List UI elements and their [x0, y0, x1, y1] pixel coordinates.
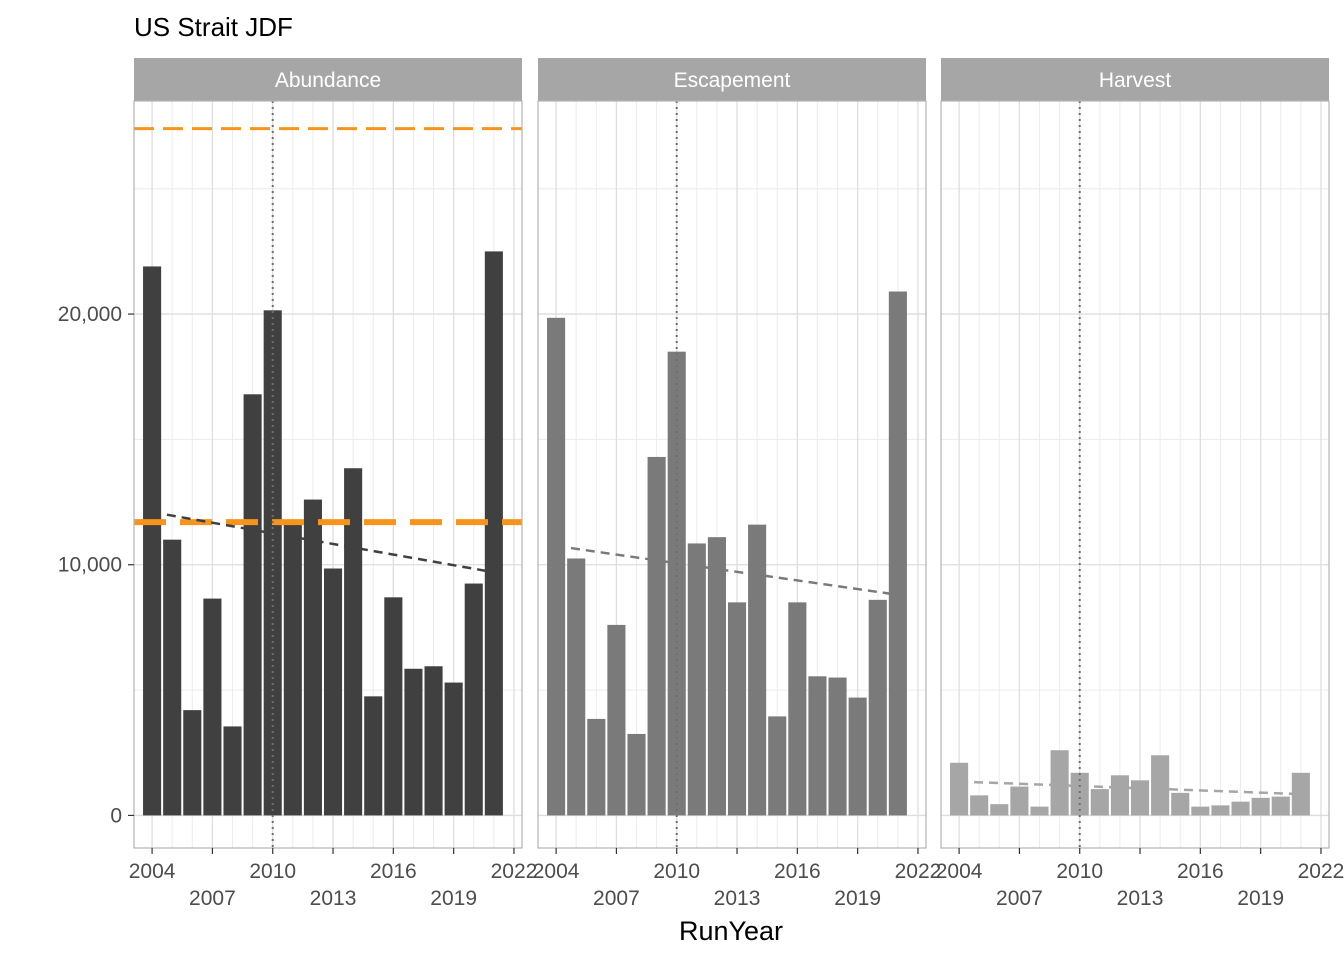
bar-harvest-2016 [1191, 806, 1210, 816]
y-axis: 0 10,000 20,000 [58, 303, 134, 827]
bar-abundance-2012 [303, 499, 322, 816]
bar-abundance-2014 [344, 468, 363, 816]
y-tick-label: 20,000 [58, 303, 122, 326]
panel-border [940, 100, 1330, 849]
x-tick-label: 2016 [1177, 860, 1224, 883]
x-tick-label: 2007 [996, 887, 1043, 910]
x-tick-label: 2019 [1237, 887, 1284, 910]
bar-escapement-2005 [567, 558, 586, 816]
y-tick-label: 0 [110, 804, 122, 827]
bar-escapement-2019 [848, 697, 867, 816]
x-tick-label: 2004 [936, 860, 983, 883]
panel-escapement: Escapement 2004 2007 2010 2013 2016 2019 2022 [533, 58, 942, 910]
bar-abundance-2017 [404, 668, 423, 816]
x-tick-label: 2013 [1117, 887, 1164, 910]
x-tick-label: 2016 [774, 860, 821, 883]
bar-harvest-2005 [970, 795, 989, 816]
bar-abundance-2018 [424, 666, 443, 816]
x-tick-label: 2007 [593, 887, 640, 910]
bar-abundance-2008 [223, 726, 242, 816]
x-tick-label: 2010 [653, 860, 700, 883]
x-tick-label: 2013 [310, 887, 357, 910]
x-tick-label: 2004 [533, 860, 580, 883]
bar-abundance-2020 [464, 583, 483, 816]
bar-harvest-2015 [1171, 792, 1190, 816]
bar-abundance-2010 [263, 310, 282, 816]
x-tick-label: 2004 [129, 860, 176, 883]
trend-line-escapement [555, 544, 899, 597]
bar-escapement-2010 [667, 351, 686, 816]
x-tick-label: 2010 [249, 860, 296, 883]
bar-abundance-2005 [163, 539, 182, 816]
strip-label: Escapement [674, 69, 791, 92]
bar-harvest-2007 [1010, 786, 1029, 816]
bar-harvest-2006 [990, 804, 1009, 816]
x-tick-label: 2022 [895, 860, 942, 883]
strip-harvest [941, 58, 1329, 101]
x-tick-label: 2010 [1056, 860, 1103, 883]
panel-harvest: Harvest 2004 2007 2010 2013 2016 2019 2022 [936, 58, 1344, 910]
bar-escapement-2020 [868, 599, 887, 816]
bar-harvest-2018 [1231, 801, 1250, 816]
bar-escapement-2016 [788, 602, 807, 816]
bar-harvest-2017 [1211, 805, 1230, 816]
y-tick-label: 10,000 [58, 554, 122, 577]
bar-escapement-2015 [768, 716, 787, 816]
bar-escapement-2007 [607, 624, 626, 816]
bar-harvest-2014 [1151, 755, 1170, 816]
bar-harvest-2011 [1090, 789, 1109, 816]
x-tick-label: 2022 [491, 860, 538, 883]
panel-abundance: Abundance 2004 2007 2010 2013 2016 2019 2022 [129, 58, 538, 910]
bar-escapement-2013 [727, 602, 747, 816]
bar-harvest-2010 [1070, 772, 1089, 816]
bar-abundance-2006 [183, 710, 202, 816]
bar-harvest-2004 [950, 762, 969, 816]
bar-escapement-2006 [587, 718, 606, 816]
x-tick-label: 2022 [1298, 860, 1344, 883]
panels-group: Abundance2004200720102013201620192022Esc… [129, 58, 1344, 910]
x-tick-label: 2007 [189, 887, 236, 910]
bar-harvest-2012 [1110, 775, 1129, 816]
bar-harvest-2019 [1251, 797, 1270, 816]
bar-abundance-2019 [444, 682, 463, 816]
bar-escapement-2021 [888, 291, 907, 816]
panel-border [133, 100, 523, 849]
chart-title: US Strait JDF [134, 12, 293, 42]
bar-escapement-2017 [808, 676, 827, 816]
strip-label: Abundance [275, 69, 381, 92]
bar-harvest-2009 [1050, 750, 1069, 816]
bar-escapement-2012 [707, 537, 726, 816]
bar-abundance-2009 [243, 394, 262, 816]
bar-escapement-2008 [627, 733, 646, 816]
strip-escapement [538, 58, 926, 101]
bar-abundance-2004 [143, 266, 162, 816]
strip-label: Harvest [1099, 69, 1172, 92]
bar-escapement-2004 [547, 317, 566, 816]
x-tick-label: 2019 [834, 887, 881, 910]
bar-abundance-2021 [484, 251, 503, 816]
bar-escapement-2011 [687, 543, 706, 816]
trend-line-harvest [959, 780, 1301, 796]
bar-harvest-2021 [1291, 772, 1310, 816]
bar-escapement-2018 [828, 677, 847, 816]
bar-abundance-2013 [323, 568, 343, 816]
bar-harvest-2020 [1271, 796, 1290, 816]
panel-border [537, 100, 927, 849]
x-tick-label: 2013 [714, 887, 761, 910]
x-tick-label: 2016 [370, 860, 417, 883]
bar-abundance-2015 [364, 696, 383, 816]
bar-abundance-2016 [384, 597, 403, 816]
bar-harvest-2013 [1130, 780, 1150, 816]
bar-abundance-2011 [283, 523, 302, 816]
bar-abundance-2007 [203, 598, 222, 816]
bar-escapement-2014 [748, 524, 767, 816]
trend-line-abundance [151, 510, 495, 574]
bar-escapement-2009 [647, 456, 666, 816]
bar-harvest-2008 [1030, 806, 1049, 816]
strip-abundance [134, 58, 522, 101]
x-axis-label: RunYear [679, 916, 783, 946]
x-tick-label: 2019 [430, 887, 477, 910]
